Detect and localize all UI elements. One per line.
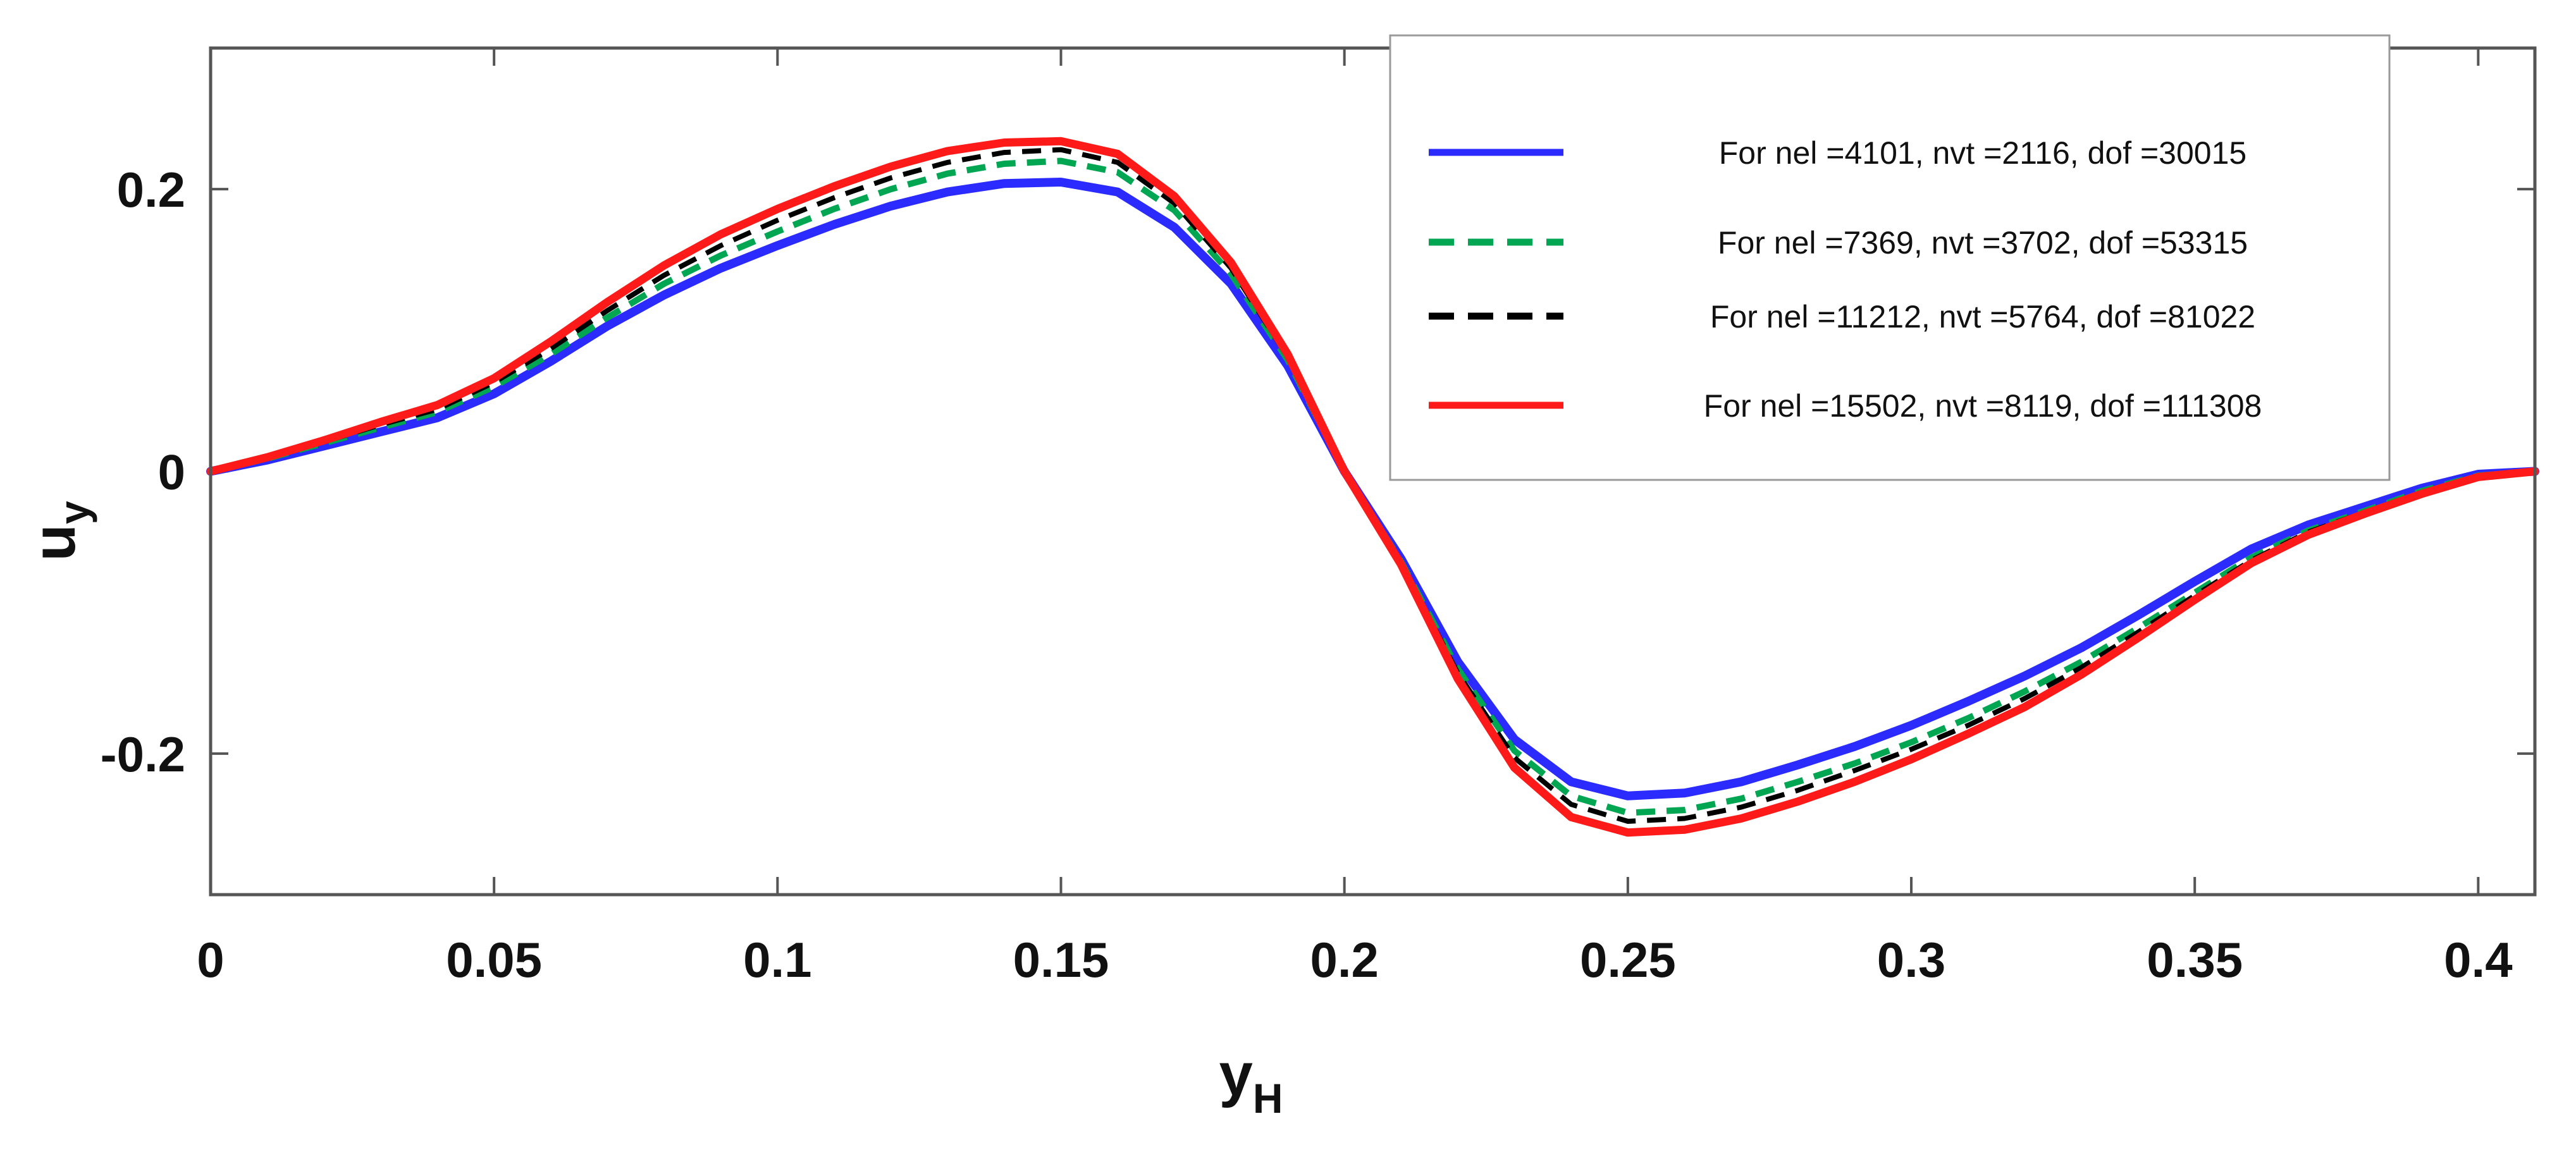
legend-label-2: For nel =7369, nvt =3702, dof =53315 [1718,225,2248,260]
x-tick-label: 0 [197,932,224,988]
x-tick-label: 0.4 [2444,932,2512,988]
legend-items: For nel =4101, nvt =2116, dof =30015 For … [1429,135,2262,424]
ticks-layer: 0 0.05 0.1 0.15 0.2 0.25 0.3 0.35 0.4 0.2 0 -0.2 [101,48,2535,988]
x-tick-label: 0.05 [446,932,542,988]
legend-label-1: For nel =4101, nvt =2116, dof =30015 [1719,135,2246,171]
plot-area-frame [209,46,2537,897]
x-tick-label: 0.15 [1013,932,1109,988]
series-layer [206,137,2539,837]
x-tick-label: 0.3 [1877,932,1945,988]
legend-label-3: For nel =11212, nvt =5764, dof =81022 [1710,299,2255,334]
x-tick-label: 0.1 [743,932,811,988]
y-tick-label: -0.2 [101,726,185,782]
x-tick-label: 0.2 [1310,932,1378,988]
legend: For nel =4101, nvt =2116, dof =30015 For … [1389,34,2391,481]
x-tick-label: 0.35 [2147,932,2243,988]
y-tick-label: 0 [158,444,185,500]
y-tick-label: 0.2 [117,162,185,218]
x-tick-label: 0.25 [1580,932,1676,988]
y-axis-label: uy [20,501,97,561]
x-axis-label: yH [1219,1041,1283,1122]
legend-label-4: For nel =15502, nvt =8119, dof =111308 [1704,388,2262,424]
series-line-4 [206,137,2539,837]
